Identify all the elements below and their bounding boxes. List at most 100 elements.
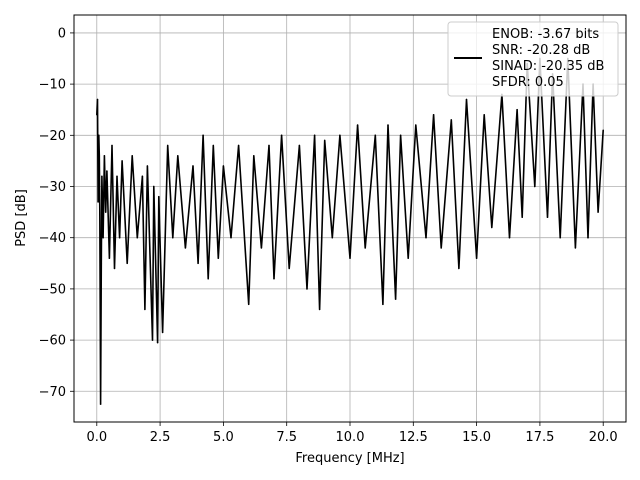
legend-entry-line: SFDR: 0.05 [492, 75, 564, 90]
x-tick-label: 10.0 [336, 430, 365, 445]
x-axis-label: Frequency [MHz] [295, 451, 404, 466]
psd-data-point [324, 139, 326, 142]
psd-data-point [167, 144, 169, 147]
psd-data-point [103, 155, 106, 157]
psd-data-point [161, 331, 164, 334]
psd-data-point [248, 303, 250, 305]
y-tick-label: −60 [39, 334, 66, 349]
psd-data-point [131, 155, 133, 157]
y-tick-label: −70 [39, 385, 66, 400]
psd-data-point [374, 134, 376, 136]
psd-data-point [184, 247, 187, 249]
psd-data-point [394, 298, 397, 300]
psd-data-point [101, 175, 103, 177]
psd-data-point [559, 237, 561, 239]
psd-data-point [118, 237, 121, 239]
psd-data-point [587, 237, 589, 239]
psd-data-point [158, 196, 160, 198]
psd-data-point [306, 288, 308, 290]
psd-data-point [97, 201, 99, 203]
legend-entry-line: SNR: -20.28 dB [492, 43, 590, 58]
psd-data-point [105, 211, 107, 213]
psd-data-point [260, 247, 263, 249]
psd-data-point [121, 160, 123, 162]
y-tick-label: −40 [39, 231, 66, 246]
psd-data-point [313, 134, 316, 136]
legend-entry-line: SINAD: -20.35 dB [492, 59, 604, 74]
psd-data-point [253, 155, 255, 157]
psd-data-point [574, 247, 577, 249]
x-tick-label: 15.0 [462, 430, 491, 445]
psd-data-point [273, 278, 275, 280]
psd-data-point [192, 165, 194, 167]
psd-data-point [602, 129, 604, 131]
psd-data-point [98, 134, 100, 136]
psd-data-point [230, 237, 232, 239]
psd-data-point [407, 257, 409, 259]
psd-data-point [99, 403, 102, 405]
psd-data-point [212, 144, 214, 147]
psd-data-point [144, 308, 146, 311]
psd-data-point [483, 114, 485, 116]
y-tick-label: −10 [39, 78, 66, 93]
y-tick-label: −20 [39, 129, 66, 144]
psd-data-point [207, 278, 209, 280]
psd-data-point [156, 341, 159, 344]
psd-data-point [116, 175, 118, 177]
psd-data-point [106, 170, 108, 172]
y-axis-ticks: 0 −10 −20 −30 −40 −50 −60 −70 [39, 26, 74, 400]
psd-data-point [331, 237, 333, 239]
psd-data-point [364, 247, 366, 249]
psd-data-point [339, 134, 341, 136]
psd-data-point [465, 98, 468, 101]
y-tick-label: −30 [39, 180, 66, 195]
psd-data-point [516, 109, 518, 111]
psd-data-point [202, 134, 204, 136]
psd-data-point [217, 257, 219, 259]
y-tick-label: 0 [58, 26, 66, 41]
psd-data-point [96, 114, 98, 116]
psd-data-point [197, 262, 199, 264]
psd-data-point [349, 257, 351, 259]
x-tick-label: 17.5 [525, 430, 554, 445]
x-axis-ticks: 0.0 2.5 5.0 7.5 10.0 12.5 15.0 17.5 20.0 [86, 422, 618, 445]
psd-data-point [100, 262, 103, 264]
psd-data-point [288, 267, 290, 270]
psd-data-point [177, 155, 179, 157]
psd-data-point [450, 119, 452, 121]
psd-data-point [136, 237, 138, 239]
psd-data-point [534, 185, 536, 188]
psd-data-point [491, 226, 493, 229]
psd-data-point [141, 175, 144, 177]
psd-data-point [382, 303, 384, 305]
psd-data-point [222, 165, 225, 167]
psd-data-point [399, 134, 402, 136]
psd-data-point [356, 124, 359, 126]
y-axis-label: PSD [dB] [14, 189, 29, 247]
x-tick-label: 2.5 [150, 430, 171, 445]
psd-data-point [521, 216, 523, 218]
y-tick-label: −50 [39, 282, 66, 297]
x-tick-label: 12.5 [399, 430, 428, 445]
psd-data-point [126, 262, 128, 264]
x-tick-label: 7.5 [276, 430, 297, 445]
psd-data-point [546, 216, 549, 218]
legend-box [447, 21, 619, 97]
psd-data-point [108, 257, 111, 259]
psd-data-point [425, 237, 427, 239]
psd-data-point [268, 144, 270, 147]
psd-data-point [440, 247, 442, 249]
psd-data-point [102, 237, 104, 239]
psd-data-point [153, 185, 155, 188]
psd-data-point [146, 165, 149, 167]
psd-data-point [98, 155, 101, 157]
psd-data-point [298, 144, 301, 147]
psd-data-point [597, 211, 599, 213]
psd-data-point [387, 124, 389, 126]
psd-data-point [458, 267, 460, 270]
psd-data-point [151, 339, 154, 341]
psd-data-point [475, 257, 478, 259]
psd-data-point [508, 237, 511, 239]
